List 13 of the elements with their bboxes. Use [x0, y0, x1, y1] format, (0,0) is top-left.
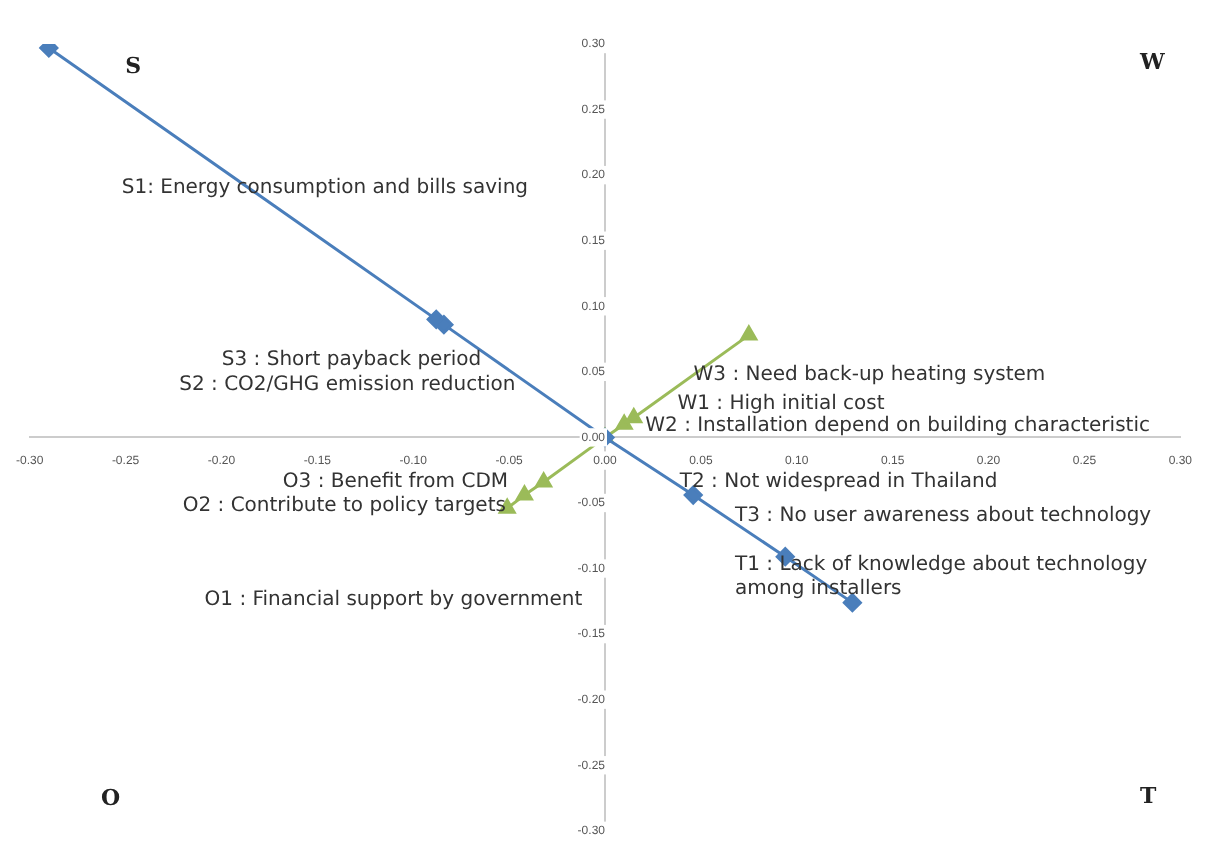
annotation: W1 : High initial cost	[677, 392, 885, 415]
annotation: W2 : Installation depend on building characteristic	[645, 414, 1150, 437]
annotation: T3 : No user awareness about technology	[733, 505, 1152, 528]
annotation: O1 : Financial support by government	[204, 589, 583, 612]
annotation: S3 : Short payback period	[221, 348, 482, 371]
annotation: O3 : Benefit from CDM	[282, 471, 509, 494]
annotation: W	[1138, 49, 1167, 76]
annotation: S2 : CO2/GHG emission reduction	[179, 373, 516, 396]
annotation: W3 : Need back-up heating system	[693, 364, 1046, 387]
annotation: S	[125, 53, 142, 80]
annotation: T2 : Not widespread in Thailand	[677, 471, 998, 494]
annotation: O	[101, 785, 122, 812]
annotation: T	[1140, 782, 1159, 809]
